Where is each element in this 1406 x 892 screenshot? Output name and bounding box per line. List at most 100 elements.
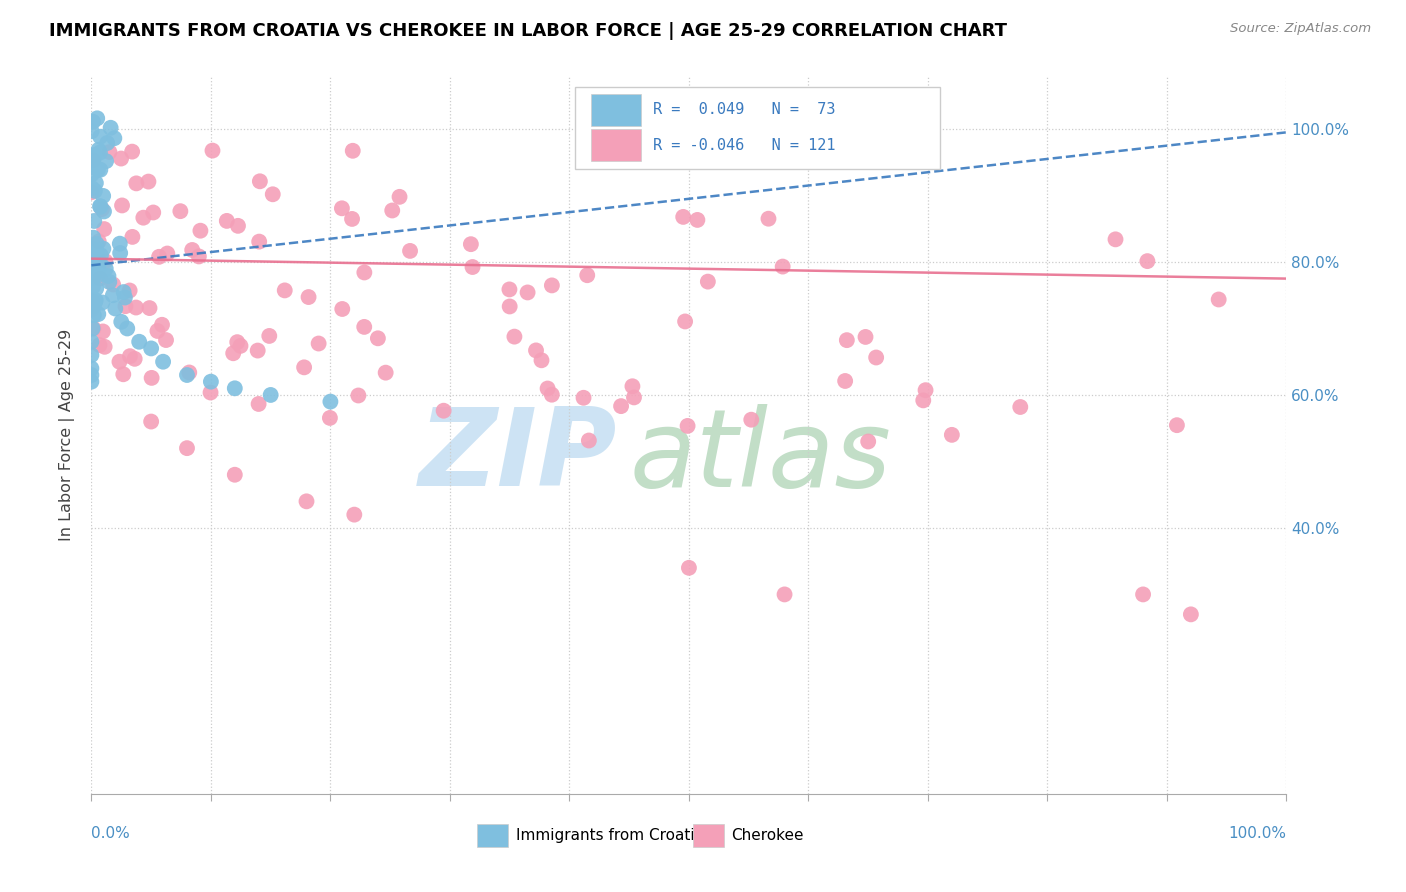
Point	[100, 120, 122, 135]
Point	[80, 368, 103, 382]
Point	[82, 301, 104, 315]
Point	[89, 129, 111, 144]
Point	[125, 301, 148, 315]
Point	[121, 145, 143, 159]
Point	[181, 243, 204, 257]
Point	[103, 131, 125, 145]
Point	[678, 561, 700, 575]
Point	[179, 366, 201, 380]
Point	[83, 268, 105, 283]
Point	[138, 301, 160, 315]
FancyBboxPatch shape	[591, 94, 641, 126]
Point	[82, 271, 104, 285]
Point	[82, 230, 104, 244]
Point	[84, 293, 107, 308]
Point	[676, 418, 699, 433]
Point	[224, 467, 246, 482]
Point	[101, 277, 124, 292]
Point	[461, 260, 484, 274]
Point	[152, 355, 174, 369]
Point	[367, 331, 389, 345]
Point	[148, 250, 170, 264]
Point	[82, 280, 104, 294]
Point	[110, 152, 132, 166]
Point	[97, 269, 120, 284]
Point	[772, 260, 794, 274]
Point	[83, 254, 105, 268]
Point	[101, 288, 124, 302]
Point	[80, 348, 103, 362]
Point	[226, 335, 249, 350]
Point	[91, 202, 114, 216]
Point	[374, 366, 396, 380]
Point	[108, 355, 131, 369]
Point	[381, 203, 404, 218]
Point	[98, 275, 121, 289]
Text: Cherokee: Cherokee	[731, 828, 803, 843]
Point	[114, 291, 136, 305]
Point	[247, 235, 270, 249]
Point	[262, 187, 284, 202]
Point	[80, 153, 103, 168]
Point	[86, 268, 108, 283]
Y-axis label: In Labor Force | Age 25-29: In Labor Force | Age 25-29	[59, 329, 76, 541]
Point	[865, 351, 887, 365]
Point	[524, 343, 547, 358]
Point	[347, 388, 370, 402]
Point	[87, 162, 110, 177]
Point	[90, 248, 112, 262]
Point	[80, 167, 103, 181]
FancyBboxPatch shape	[478, 824, 509, 847]
Text: Source: ZipAtlas.com: Source: ZipAtlas.com	[1230, 22, 1371, 36]
Point	[118, 349, 141, 363]
Point	[83, 148, 105, 162]
Point	[84, 294, 107, 309]
Point	[115, 321, 138, 335]
Point	[696, 275, 718, 289]
Point	[96, 136, 118, 150]
Point	[1166, 418, 1188, 433]
Point	[94, 261, 117, 276]
Point	[190, 224, 212, 238]
Point	[1104, 232, 1126, 246]
Point	[146, 324, 169, 338]
Point	[541, 278, 564, 293]
Point	[536, 382, 558, 396]
Point	[82, 244, 104, 258]
Point	[319, 394, 342, 409]
Point	[80, 124, 103, 138]
Point	[343, 508, 366, 522]
Point	[578, 434, 600, 448]
Point	[111, 198, 134, 212]
Point	[87, 235, 110, 249]
Point	[1010, 400, 1032, 414]
Point	[86, 112, 108, 126]
Point	[110, 315, 132, 329]
Text: 0.0%: 0.0%	[91, 826, 131, 841]
Point	[114, 299, 136, 313]
Point	[89, 162, 111, 177]
Point	[82, 242, 104, 256]
Point	[80, 375, 103, 389]
Point	[498, 300, 520, 314]
Point	[200, 375, 222, 389]
Point	[758, 211, 780, 226]
Point	[83, 252, 105, 267]
Point	[80, 302, 103, 317]
Point	[89, 338, 111, 352]
Point	[141, 342, 162, 356]
Point	[673, 314, 696, 328]
Point	[295, 494, 318, 508]
Point	[610, 399, 633, 413]
Point	[80, 361, 103, 376]
Point	[141, 415, 162, 429]
Point	[98, 145, 121, 159]
Point	[1132, 587, 1154, 601]
Point	[503, 329, 526, 343]
Point	[93, 340, 115, 354]
Point	[82, 321, 104, 335]
FancyBboxPatch shape	[591, 129, 641, 161]
Text: atlas: atlas	[630, 404, 891, 509]
Point	[215, 214, 238, 228]
Point	[125, 177, 148, 191]
